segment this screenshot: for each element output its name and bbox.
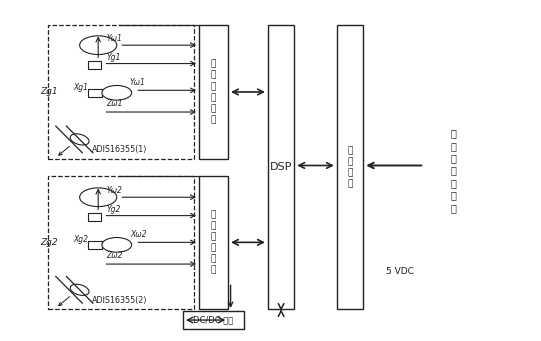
Text: Yω1: Yω1	[130, 78, 146, 87]
Text: 信
号
调
理
电
路: 信 号 调 理 电 路	[211, 60, 216, 124]
Text: 通
信
接
口: 通 信 接 口	[347, 146, 353, 188]
Text: Zg2: Zg2	[40, 238, 57, 247]
Text: Yg2: Yg2	[106, 205, 121, 213]
Ellipse shape	[102, 86, 131, 100]
Text: 5 VDC: 5 VDC	[386, 267, 414, 276]
Text: DC/DC 电源: DC/DC 电源	[193, 315, 234, 325]
Text: Yg1: Yg1	[106, 53, 121, 62]
Bar	[88, 61, 101, 69]
Ellipse shape	[70, 284, 89, 295]
Text: DSP: DSP	[270, 162, 292, 172]
Ellipse shape	[80, 188, 117, 207]
Text: 姿
态
角
变
化
信
息: 姿 态 角 变 化 信 息	[451, 128, 457, 213]
Bar	[199, 25, 228, 159]
Bar	[268, 25, 294, 309]
Text: Xω2: Xω2	[130, 230, 147, 239]
Text: 信
号
调
理
电
路: 信 号 调 理 电 路	[211, 210, 216, 275]
Ellipse shape	[70, 134, 89, 145]
Text: Zω1: Zω1	[106, 99, 123, 108]
Bar	[337, 25, 364, 309]
Bar	[48, 176, 194, 309]
Bar	[199, 176, 228, 309]
Ellipse shape	[80, 36, 117, 55]
Text: ADIS16355(2): ADIS16355(2)	[91, 296, 147, 305]
Text: Zg1: Zg1	[40, 88, 57, 97]
Text: Xg2: Xg2	[73, 235, 88, 244]
Text: ADIS16355(1): ADIS16355(1)	[92, 146, 147, 154]
Bar	[48, 25, 194, 159]
Text: Zω2: Zω2	[106, 251, 123, 261]
Text: Yω2: Yω2	[106, 186, 122, 195]
Bar	[88, 213, 101, 221]
Bar	[88, 241, 102, 249]
Ellipse shape	[102, 237, 131, 252]
Bar	[183, 311, 244, 329]
Text: Yω1: Yω1	[106, 34, 122, 43]
Text: Xg1: Xg1	[73, 83, 88, 92]
Bar	[88, 89, 102, 97]
